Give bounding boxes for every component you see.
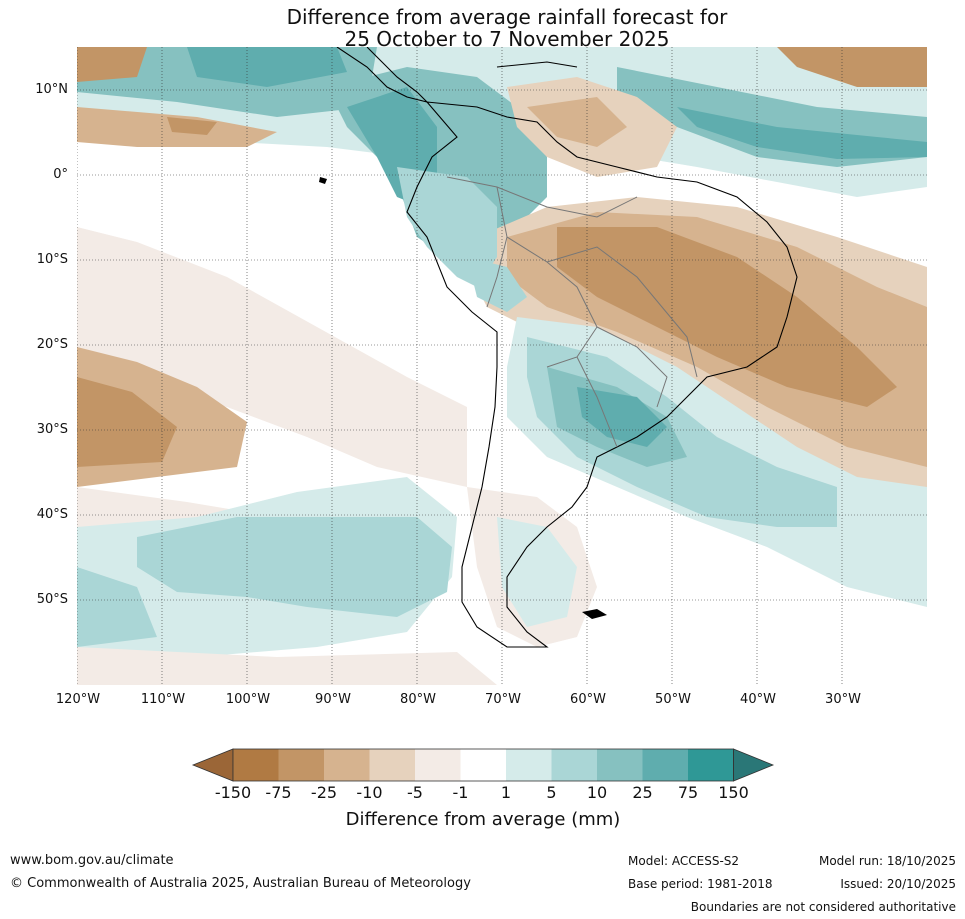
- country-borders: [446, 176, 698, 448]
- colorbar-bin-m150-m75: [233, 749, 279, 781]
- footer-issued: Issued: 20/10/2025: [840, 877, 956, 891]
- footer-disclaimer: Boundaries are not considered authoritat…: [690, 900, 956, 914]
- colorbar: [191, 748, 775, 782]
- lat-label-0: 0°: [53, 167, 68, 182]
- colorbar-tick-label: -10: [356, 783, 383, 802]
- colorbar-tick-label: -75: [265, 783, 292, 802]
- colorbar-tick-label: -25: [310, 783, 338, 802]
- anomaly-far-south-beige: [77, 647, 497, 685]
- south-america-coastline: [406, 101, 798, 648]
- map-title-line-2: 25 October to 7 November 2025: [344, 27, 670, 51]
- colorbar-tick-label: 75: [677, 783, 699, 802]
- lat-label-10s: 10°S: [36, 252, 68, 267]
- colorbar-outline: [232, 748, 734, 782]
- lat-label-40s: 40°S: [36, 507, 68, 522]
- colorbar-arrow-above: [733, 748, 775, 782]
- anomaly-north-brown-patch: [167, 117, 217, 135]
- map-title-line-1: Difference from average rainfall forecas…: [286, 5, 728, 29]
- lat-label-20s: 20°S: [36, 337, 68, 352]
- lon-label-90w: 90°W: [315, 692, 351, 707]
- colorbar-tick-label: -150: [214, 783, 252, 802]
- lon-label-50w: 50°W: [655, 692, 691, 707]
- lon-label-80w: 80°W: [400, 692, 436, 707]
- colorbar-tick-label: 150: [718, 783, 749, 802]
- lon-label-60w: 60°W: [570, 692, 606, 707]
- colorbar-bin-m25-m10: [324, 749, 370, 781]
- lon-label-100w: 100°W: [225, 692, 271, 707]
- footer-base-period: Base period: 1981-2018: [628, 877, 773, 891]
- anomaly-south-pacific-teal: [137, 517, 452, 617]
- falkland-islands: [582, 609, 607, 619]
- anomaly-peru-teal: [397, 167, 497, 287]
- colorbar-bin-p5-p10: [551, 749, 597, 781]
- colorbar-bin-m5-m1: [415, 749, 461, 781]
- colorbar-tick-label: 25: [632, 783, 653, 802]
- colorbar-bin-m1-p1: [460, 749, 506, 781]
- lon-label-40w: 40°W: [740, 692, 776, 707]
- galapagos-islands: [319, 177, 327, 184]
- anomaly-bolivia-teal: [467, 257, 527, 312]
- lat-label-10n: 10°N: [35, 82, 68, 97]
- lon-label-70w: 70°W: [485, 692, 521, 707]
- map-canvas: [77, 47, 927, 685]
- rainfall-anomaly-map: [77, 47, 927, 685]
- footer-copyright: © Commonwealth of Australia 2025, Austra…: [10, 876, 471, 891]
- colorbar-bin-p75-p150: [688, 749, 734, 781]
- anomaly-nw-brown: [77, 47, 147, 82]
- anomaly-atlantic-deepteal: [677, 107, 927, 159]
- anomaly-brazil-brown: [557, 227, 897, 407]
- footer-model-run: Model run: 18/10/2025: [818, 854, 956, 868]
- lon-label-30w: 30°W: [825, 692, 861, 707]
- colorbar-tick-label: -1: [452, 783, 469, 802]
- anomaly-north-pacific-deepteal: [187, 47, 347, 87]
- colorbar-arrow-below: [191, 748, 234, 782]
- lat-label-30s: 30°S: [36, 422, 68, 437]
- anomaly-venezuela-tan: [527, 97, 627, 147]
- lat-label-50s: 50°S: [36, 592, 68, 607]
- lon-label-120w: 120°W: [55, 692, 101, 707]
- colorbar-bin-p25-p75: [642, 749, 688, 781]
- caribbean-coastline: [496, 61, 578, 68]
- colorbar-bin-p1-p5: [506, 749, 552, 781]
- graticule: [77, 47, 927, 685]
- anomaly-patagonia-lightteal: [497, 517, 577, 627]
- colorbar-tick-label: 1: [500, 783, 512, 802]
- colorbar-tick-label: -5: [407, 783, 423, 802]
- colorbar-bin-m75-m25: [278, 749, 324, 781]
- anomaly-south-pacific-teal-2: [77, 567, 157, 647]
- colorbar-tick-label: 5: [546, 783, 557, 802]
- central-america-coastline: [336, 47, 429, 104]
- colorbar-bin-m10-m5: [369, 749, 415, 781]
- colorbar-title: Difference from average (mm): [345, 809, 621, 830]
- anomaly-ne-brown: [777, 47, 927, 87]
- colorbar-tick-label: 10: [586, 783, 608, 802]
- footer-model: Model: ACCESS-S2: [628, 854, 740, 868]
- anomaly-pacific-brown: [77, 377, 177, 467]
- colorbar-bin-p10-p25: [597, 749, 643, 781]
- lon-label-110w: 110°W: [140, 692, 186, 707]
- anomaly-pacific-beige: [77, 227, 467, 487]
- footer-website-link[interactable]: www.bom.gov.au/climate: [10, 853, 174, 868]
